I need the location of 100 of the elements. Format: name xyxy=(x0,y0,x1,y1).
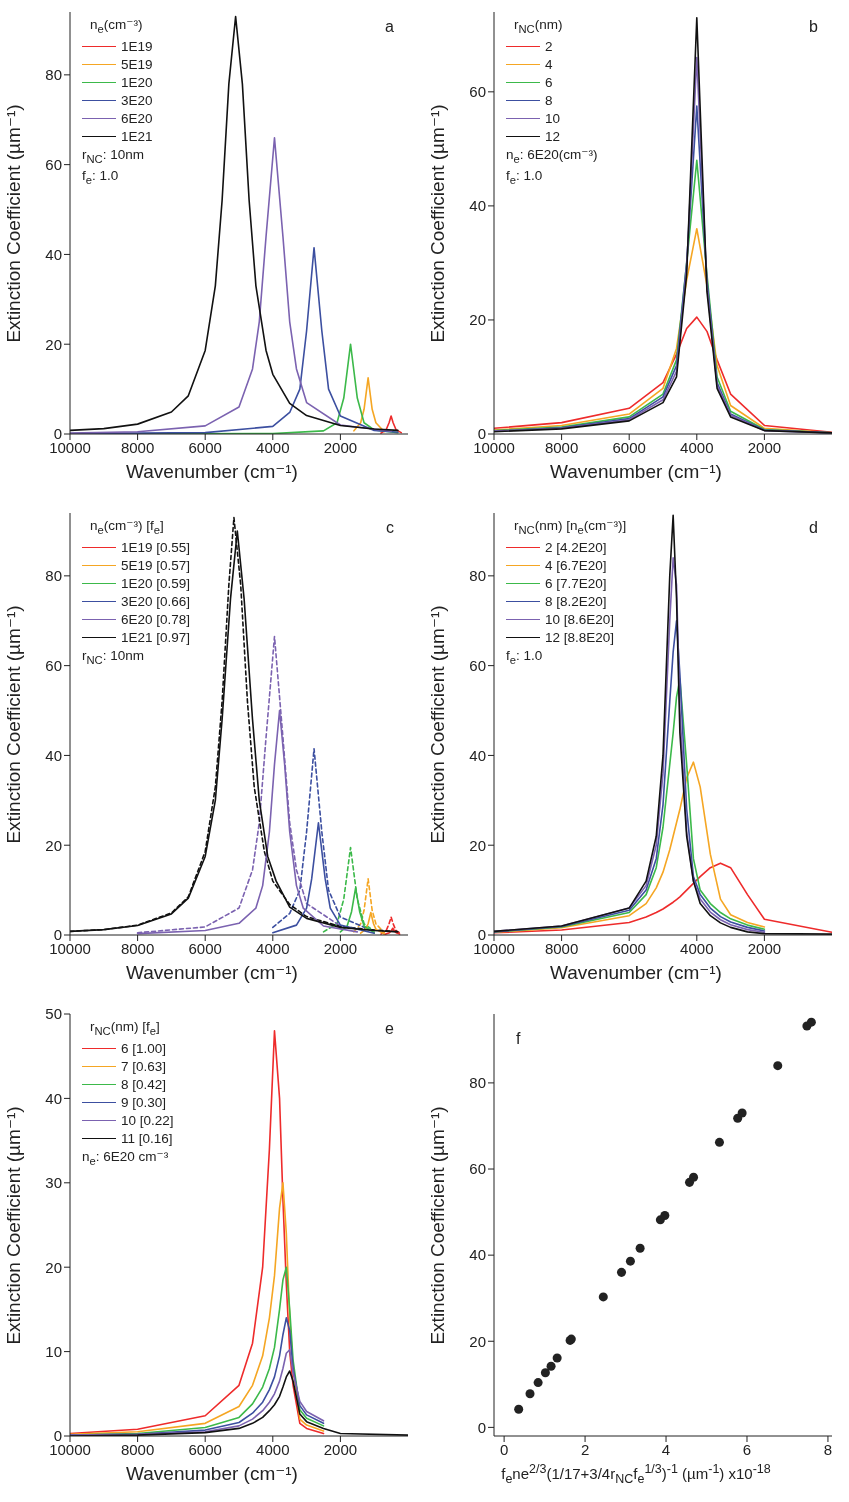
annotation: f$_{e}$: 1.0 xyxy=(82,167,120,189)
y-tick-label: 10 xyxy=(45,1342,62,1360)
legend-label: 2 [4.2E20] xyxy=(545,538,607,557)
y-tick-label: 20 xyxy=(45,836,62,854)
y-tick-label: 60 xyxy=(469,83,486,101)
point xyxy=(660,1211,670,1221)
x-axis-title: Wavenumber (cm⁻¹) xyxy=(125,1462,299,1485)
x-tick-label: 4000 xyxy=(256,438,290,456)
line-series xyxy=(380,415,403,434)
x-tick-label: 2 xyxy=(580,1440,590,1458)
point xyxy=(806,1017,816,1027)
point xyxy=(533,1378,543,1388)
legend-label: 6E20 [0.78] xyxy=(121,610,191,629)
point xyxy=(689,1172,699,1182)
x-axis-title: Wavenumber (cm⁻¹) xyxy=(549,961,723,984)
x-tick-label: 8000 xyxy=(120,1440,155,1458)
point xyxy=(546,1361,556,1371)
legend-label: 10 xyxy=(545,109,561,128)
legend-label: 1E21 [0.97] xyxy=(121,628,191,647)
point xyxy=(616,1267,627,1277)
point xyxy=(714,1137,724,1147)
legend-label: 1E20 [0.59] xyxy=(121,574,191,593)
x-tick-label: 8 xyxy=(823,1440,833,1458)
y-tick-label: 40 xyxy=(469,1246,486,1264)
x-axis-title: Wavenumber (cm⁻¹) xyxy=(125,961,299,984)
y-tick-label: 80 xyxy=(45,66,62,84)
line-series xyxy=(70,1349,325,1436)
annotation: a xyxy=(385,18,394,36)
point xyxy=(635,1243,645,1253)
legend-label: 6E20 xyxy=(121,109,153,128)
annotation: r$_{NC}$: 10nm xyxy=(82,646,146,668)
legend-label: 6 [1.00] xyxy=(121,1039,167,1058)
legend-label: 6 [7.7E20] xyxy=(545,574,607,593)
x-tick-label: 8000 xyxy=(544,438,579,456)
point xyxy=(540,1368,550,1378)
annotation: c xyxy=(386,519,394,537)
annotation: e xyxy=(385,1020,394,1038)
y-axis-title: Extinction Coefficient (µm⁻¹) xyxy=(1,103,25,343)
x-tick-label: 4000 xyxy=(680,438,714,456)
y-tick-label: 80 xyxy=(469,567,486,585)
point xyxy=(598,1292,608,1302)
legend-label: 1E21 xyxy=(121,127,153,146)
y-tick-label: 60 xyxy=(469,656,486,674)
y-tick-label: 80 xyxy=(45,567,62,585)
x-tick-label: 8000 xyxy=(544,939,579,957)
legend-label: 3E20 xyxy=(121,91,153,110)
point xyxy=(737,1108,747,1118)
legend-label: 8 [0.42] xyxy=(121,1075,167,1094)
x-tick-label: 6000 xyxy=(188,939,222,957)
annotation: n$_{e}$: 6E20(cm⁻³) xyxy=(506,145,598,167)
legend-label: 8 xyxy=(545,91,553,110)
x-tick-label: 4000 xyxy=(680,939,714,957)
legend-label: 3E20 [0.66] xyxy=(121,592,191,611)
x-tick-label: 6000 xyxy=(188,1440,222,1458)
x-tick-label: 0 xyxy=(499,1440,509,1458)
annotation: r$_{NC}$: 10nm xyxy=(82,145,146,167)
legend-label: 1E19 xyxy=(121,37,153,56)
x-tick-label: 8000 xyxy=(120,438,155,456)
y-tick-label: 30 xyxy=(45,1174,62,1192)
point xyxy=(625,1256,635,1266)
y-tick-label: 20 xyxy=(45,1258,62,1276)
legend-title: n$_{e}$(cm⁻³) xyxy=(89,16,144,37)
y-axis-title: Extinction Coefficient (µm⁻¹) xyxy=(425,604,449,844)
x-tick-label: 4000 xyxy=(256,939,290,957)
y-tick-label: 40 xyxy=(45,1089,62,1107)
y-tick-label: 60 xyxy=(45,155,62,173)
x-tick-label: 4 xyxy=(661,1440,671,1458)
y-tick-label: 0 xyxy=(477,1418,486,1436)
legend-label: 7 [0.63] xyxy=(121,1057,167,1076)
x-tick-label: 6 xyxy=(742,1440,752,1458)
legend-label: 2 xyxy=(545,37,553,56)
annotation: n$_{e}$: 6E20 cm⁻³ xyxy=(82,1147,170,1169)
legend-label: 10 [0.22] xyxy=(121,1111,174,1130)
y-tick-label: 20 xyxy=(45,335,62,353)
y-tick-label: 20 xyxy=(469,311,486,329)
y-tick-label: 20 xyxy=(469,836,486,854)
y-tick-label: 40 xyxy=(45,746,62,764)
legend-label: 12 xyxy=(545,127,561,146)
point xyxy=(514,1404,524,1414)
legend-label: 12 [8.8E20] xyxy=(545,628,615,647)
y-tick-label: 40 xyxy=(469,197,486,215)
y-tick-label: 40 xyxy=(45,245,62,263)
x-tick-label: 8000 xyxy=(120,939,155,957)
legend-title: r$_{NC}$(nm) xyxy=(513,16,564,37)
x-tick-label: 2000 xyxy=(747,438,782,456)
x-tick-label: 4000 xyxy=(256,1440,290,1458)
annotation: f xyxy=(516,1030,521,1048)
line-series xyxy=(70,15,399,432)
annotation: b xyxy=(809,18,818,36)
line-series xyxy=(494,761,766,934)
point xyxy=(525,1389,535,1399)
x-tick-label: 2000 xyxy=(747,939,782,957)
x-tick-label: 2000 xyxy=(323,1440,358,1458)
legend-title: r$_{NC}$(nm) [f$_{e}$] xyxy=(89,1018,161,1039)
x-tick-label: 2000 xyxy=(323,438,358,456)
y-tick-label: 50 xyxy=(45,1005,62,1023)
y-tick-label: 60 xyxy=(45,656,62,674)
y-axis-title: Extinction Coefficient (µm⁻¹) xyxy=(425,1105,449,1345)
x-tick-label: 6000 xyxy=(612,939,646,957)
text: f$_{e}$ne$^{2/3}$(1/17+3/4r$_{NC}$f$_{e}$$^{1/3}$)$^{-1}$ (µm$^{-1}$) x10$^{-18}$ xyxy=(501,1462,771,1486)
